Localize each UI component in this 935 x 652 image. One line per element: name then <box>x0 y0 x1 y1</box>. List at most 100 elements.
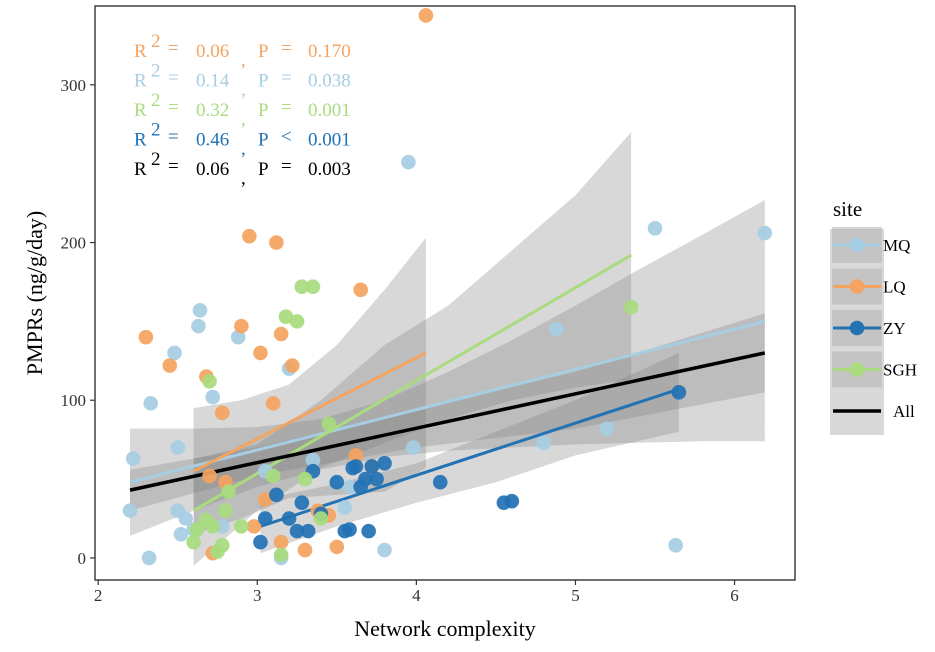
x-tick-label: 5 <box>571 586 580 605</box>
point-sgh <box>305 279 321 294</box>
r-squared-value: 0.06 <box>196 41 229 62</box>
legend-label-zy: ZY <box>883 319 906 338</box>
point-sgh <box>234 519 249 534</box>
ci-band-zy <box>260 352 679 554</box>
point-lq <box>284 358 300 373</box>
p-operator: = <box>281 97 292 118</box>
point-lq <box>242 228 257 244</box>
point-sgh <box>623 299 639 315</box>
point-zy <box>358 471 373 487</box>
point-mq <box>167 345 182 361</box>
legend-point-swatch <box>849 279 865 294</box>
y-tick-label: 200 <box>61 234 87 253</box>
annotation-line: R 2 = 0.14, P = 0.038 <box>134 61 351 101</box>
x-axis-title: Network complexity <box>354 616 535 641</box>
point-lq <box>234 318 249 334</box>
r-squared-symbol: R <box>134 71 147 92</box>
point-lq <box>246 519 262 534</box>
fit-line-lq <box>192 351 427 473</box>
exponent-label: 2 <box>151 90 161 111</box>
legend-label-lq: LQ <box>883 278 906 297</box>
point-mq <box>536 435 551 451</box>
point-mq <box>647 221 663 236</box>
point-lq <box>273 326 289 342</box>
legend-point-swatch <box>849 362 865 377</box>
legend-label-all: All <box>893 402 915 421</box>
comma: , <box>241 50 246 71</box>
plot-border <box>94 5 796 581</box>
r-squared-symbol: R <box>134 100 147 121</box>
point-sgh <box>265 468 281 484</box>
point-sgh <box>313 511 329 526</box>
point-mq <box>205 389 221 405</box>
legend-title: site <box>833 197 862 221</box>
point-lq <box>214 405 230 421</box>
point-sgh <box>297 471 313 487</box>
point-mq <box>342 479 357 495</box>
point-lq <box>353 282 368 298</box>
point-zy <box>369 471 384 487</box>
p-value: 0.001 <box>308 130 351 151</box>
fit-lines <box>129 253 766 528</box>
x-tick-label: 4 <box>412 586 421 605</box>
fit-line-mq <box>129 319 766 484</box>
comma: , <box>241 80 246 101</box>
ci-band-lq <box>193 237 426 535</box>
equals-sign: = <box>168 38 179 59</box>
r-squared-symbol: R <box>134 159 147 180</box>
point-mq <box>230 329 246 345</box>
comma: , <box>241 109 246 130</box>
axes: 2 3 4 5 6 0 100 200 300 <box>61 76 739 605</box>
p-operator: = <box>281 38 292 59</box>
r-squared-value: 0.14 <box>196 71 230 92</box>
exponent-label: 2 <box>151 61 161 82</box>
point-sgh <box>278 309 294 324</box>
point-sgh <box>289 314 305 329</box>
point-lq <box>329 539 345 555</box>
point-zy <box>342 522 357 537</box>
fit-line-zy <box>259 387 680 528</box>
point-mq <box>141 550 157 566</box>
p-symbol: P <box>258 100 269 121</box>
point-mq <box>549 321 564 337</box>
r-squared-symbol: R <box>134 41 147 62</box>
point-mq <box>191 318 206 334</box>
point-zy <box>289 523 305 539</box>
data-points <box>122 8 773 566</box>
legend-point-swatch <box>849 237 865 253</box>
point-sgh <box>214 538 230 553</box>
y-tick-label: 0 <box>78 549 87 568</box>
p-value: 0.001 <box>308 100 351 121</box>
point-zy <box>361 523 376 539</box>
point-mq <box>173 526 189 542</box>
point-mq <box>305 452 321 468</box>
point-mq <box>401 154 416 170</box>
p-symbol: P <box>258 130 269 151</box>
point-zy <box>364 459 380 474</box>
equals-sign: = <box>168 156 179 177</box>
point-zy <box>300 523 316 539</box>
p-operator: < <box>281 127 292 148</box>
point-mq <box>405 440 421 455</box>
point-mq <box>377 542 392 558</box>
point-zy <box>253 534 268 550</box>
point-mq <box>337 500 353 515</box>
point-zy <box>281 511 297 526</box>
p-value: 0.003 <box>308 159 351 180</box>
r-squared-value: 0.06 <box>196 159 229 180</box>
r-squared-symbol: R <box>134 130 147 151</box>
point-mq <box>668 538 683 553</box>
point-zy <box>269 487 284 503</box>
p-symbol: P <box>258 71 269 92</box>
p-operator: = <box>281 156 292 177</box>
point-mq <box>599 421 615 436</box>
point-mq <box>125 451 141 466</box>
point-lq <box>162 358 178 373</box>
annotation-line: R 2 = 0.06, P = 0.170 <box>134 31 351 71</box>
point-lq <box>273 534 289 550</box>
annotation-line: R 2 = 0.06, P = 0.003 <box>134 149 351 189</box>
point-lq <box>138 329 154 345</box>
equals-sign: = <box>168 68 179 89</box>
point-sgh <box>202 374 217 389</box>
